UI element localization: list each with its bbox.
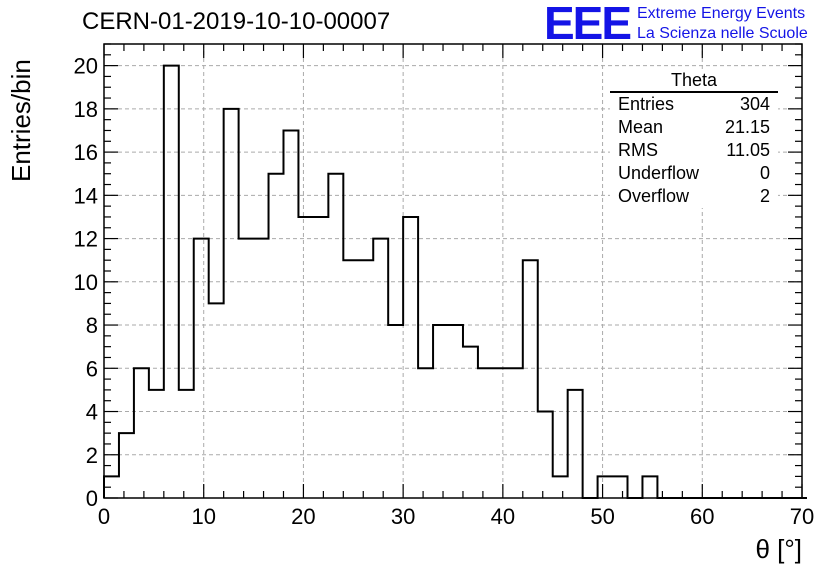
histogram-bin [403,217,418,498]
stats-value: 0 [759,163,770,183]
y-tick-label: 8 [86,313,98,338]
histogram-bin [343,260,358,498]
y-tick-label: 4 [86,400,98,425]
y-axis-label: Entries/bin [6,59,36,182]
histogram-bin [493,368,508,498]
histogram-bin [613,476,628,498]
y-tick-label: 10 [74,270,98,295]
histogram-bin [463,347,478,498]
histogram-bin [642,476,657,498]
stats-label: Entries [618,94,675,114]
y-tick-labels: 0 2 4 6 8 10 12 14 16 18 20 [74,54,98,511]
stats-row-entries: Entries 304 [610,93,778,116]
y-tick-label: 6 [86,356,98,381]
stats-value: 304 [739,94,770,114]
stats-row-overflow: Overflow 2 [610,185,778,208]
y-tick-label: 14 [74,183,98,208]
chart-title: CERN-01-2019-10-10-00007 [82,8,391,35]
histogram-bin [523,260,538,498]
x-tick-label: 60 [690,504,714,529]
stats-title: Theta [610,70,778,93]
stats-row-underflow: Underflow 0 [610,162,778,185]
stats-value: 2 [759,186,770,206]
histogram-bin [283,130,298,498]
histogram-bin [508,368,523,498]
eee-logo: EEE [544,0,632,49]
histogram-bin [298,217,313,498]
stats-label: Overflow [618,186,690,206]
y-tick-label: 20 [74,54,98,79]
stats-label: Mean [618,117,664,137]
x-tick-labels: 0 10 20 30 40 50 60 70 [98,504,814,529]
y-tick-label: 12 [74,227,98,252]
histogram-bin [179,390,194,498]
y-tick-label: 18 [74,97,98,122]
y-tick-label: 2 [86,443,98,468]
histogram-bin [478,368,493,498]
x-axis-label: θ [°] [755,534,802,564]
histogram-bin [358,260,373,498]
histogram-bin [119,433,134,498]
y-tick-label: 16 [74,140,98,165]
histogram-bin [224,109,239,498]
x-tick-label: 70 [790,504,814,529]
histogram-bin [568,390,583,498]
x-tick-label: 20 [291,504,315,529]
histogram-bin [149,390,164,498]
stats-label: Underflow [618,163,700,183]
stats-row-rms: RMS 11.05 [610,139,778,162]
stats-value: 21.15 [724,117,770,137]
logo-caption: Extreme Energy Events La Scienza nelle S… [637,4,808,44]
x-tick-label: 50 [590,504,614,529]
histogram-bin [313,217,328,498]
x-tick-label: 0 [98,504,110,529]
stats-row-mean: Mean 21.15 [610,116,778,139]
y-tick-label: 0 [86,486,98,511]
x-tick-label: 10 [191,504,215,529]
histogram-bin [269,174,284,498]
histogram-series [103,64,807,499]
histogram-bin [553,476,568,498]
stats-box: Theta Entries 304 Mean 21.15 RMS 11.05 U… [610,70,778,208]
x-tick-label: 30 [391,504,415,529]
stats-value: 11.05 [726,140,770,160]
axis-ticks [103,43,803,499]
logo-caption-line1: Extreme Energy Events [637,5,806,22]
logo-caption-line2: La Scienza nelle Scuole [637,25,808,42]
stats-label: RMS [618,140,658,160]
x-tick-label: 40 [491,504,515,529]
histogram-bin [328,174,343,498]
histogram-bin [209,303,224,498]
histogram-bin [598,476,613,498]
histogram-bin [134,368,149,498]
histogram-outline [103,64,807,499]
histogram-bin [418,368,433,498]
